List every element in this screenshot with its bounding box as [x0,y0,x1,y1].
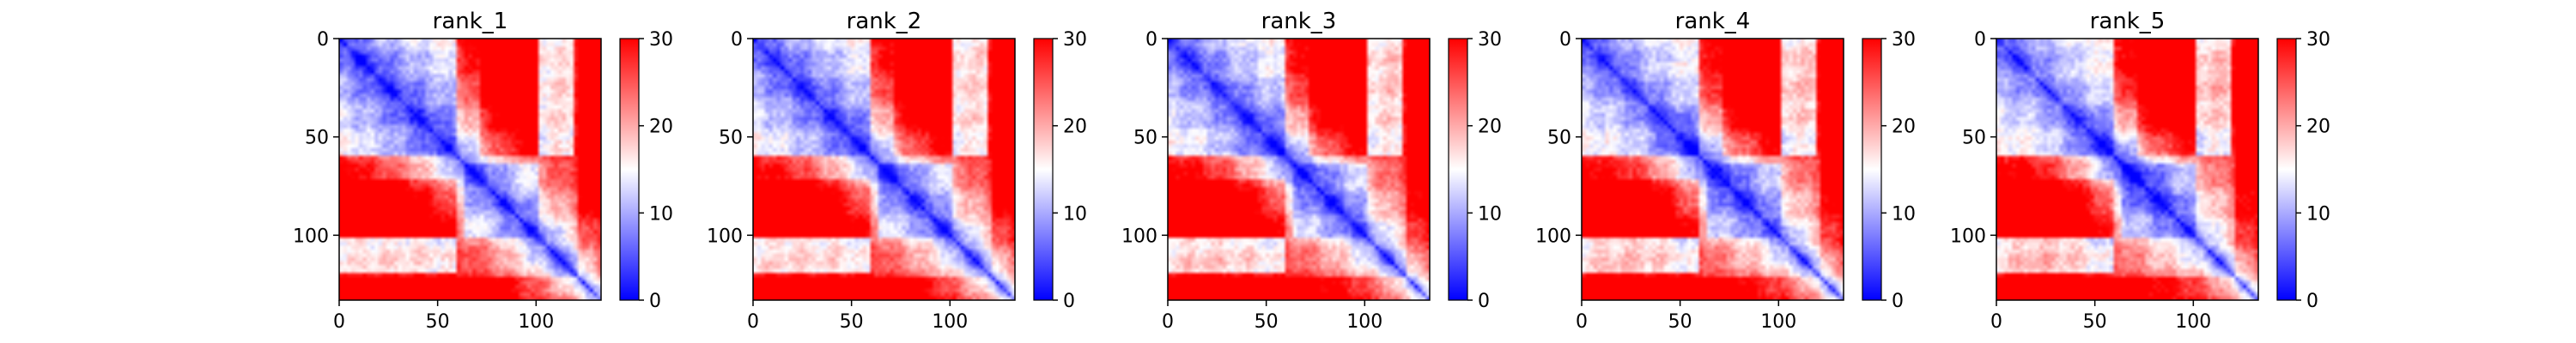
colorbar [1862,38,1882,301]
x-tick-label: 50 [840,311,864,333]
y-tick-label: 100 [1535,226,1571,247]
y-tick-label: 0 [731,29,743,51]
colorbar-tick-label: 0 [2306,291,2318,312]
panel-title: rank_3 [1261,9,1337,34]
x-tick-label: 0 [1162,311,1174,333]
axes-frame [1996,38,2259,301]
x-tick-label: 100 [518,311,554,333]
x-tick-label: 0 [333,311,345,333]
colorbar-tick-label: 10 [1063,203,1087,225]
heatmap-panel-3: rank_3 0 50 100 0 50 100 0 10 20 30 [1121,9,1502,333]
x-tick-label: 0 [1576,311,1588,333]
panel-title: rank_4 [1675,9,1751,34]
colorbar-tick-label: 30 [1478,29,1502,51]
colorbar [1448,38,1468,301]
heatmap-panel-1: rank_1 0 50 100 0 50 100 0 10 20 30 [293,9,673,333]
colorbar-tick-label: 30 [649,29,673,51]
y-tick-label: 0 [1974,29,1986,51]
y-tick-label: 0 [1145,29,1157,51]
colorbar-tick-label: 10 [1478,203,1502,225]
x-tick-label: 0 [1990,311,2002,333]
y-tick-label: 50 [1133,128,1157,149]
axes-frame [1167,38,1431,301]
colorbar-tick-label: 10 [1892,203,1916,225]
y-tick-label: 100 [1950,226,1986,247]
colorbar [2276,38,2297,301]
axes-frame [752,38,1016,301]
heatmap-image [339,39,601,300]
x-tick-label: 100 [1760,311,1796,333]
colorbar-tick-label: 20 [649,117,673,138]
heatmap-panel-2: rank_2 0 50 100 0 50 100 0 10 20 30 [707,9,1087,333]
colorbar-tick-label: 0 [1892,291,1904,312]
y-tick-label: 0 [1559,29,1571,51]
x-tick-label: 50 [2083,311,2107,333]
colorbar-tick-label: 20 [2306,117,2330,138]
axes-frame [1581,38,1844,301]
heatmap-panel-4: rank_4 0 50 100 0 50 100 0 10 20 30 [1535,9,1916,333]
x-tick-label: 100 [2175,311,2211,333]
heatmap-panel-5: rank_5 0 50 100 0 50 100 0 10 20 30 [1950,9,2330,333]
panel-title: rank_5 [2090,9,2166,34]
x-tick-label: 100 [932,311,968,333]
colorbar-tick-label: 30 [1892,29,1916,51]
y-tick-label: 0 [317,29,329,51]
colorbar-tick-label: 20 [1063,117,1087,138]
y-tick-label: 50 [1547,128,1571,149]
x-tick-label: 50 [1668,311,1692,333]
x-tick-label: 50 [426,311,450,333]
colorbar-tick-label: 0 [649,291,661,312]
panel-title: rank_1 [433,9,508,34]
y-tick-label: 100 [1121,226,1157,247]
y-tick-label: 100 [707,226,743,247]
axes-frame [338,38,602,301]
y-tick-label: 50 [719,128,743,149]
y-tick-label: 50 [1962,128,1986,149]
colorbar-tick-label: 30 [2306,29,2330,51]
y-tick-label: 100 [293,226,329,247]
heatmap-image [1168,39,1430,300]
colorbar-tick-label: 20 [1478,117,1502,138]
heatmap-image [753,39,1015,300]
colorbar-tick-label: 20 [1892,117,1916,138]
colorbar [619,38,640,301]
colorbar-tick-label: 10 [649,203,673,225]
x-tick-label: 0 [747,311,759,333]
colorbar-tick-label: 10 [2306,203,2330,225]
heatmap-image [1582,39,1844,300]
heatmap-image [1996,39,2258,300]
colorbar-tick-label: 0 [1063,291,1075,312]
colorbar-tick-label: 30 [1063,29,1087,51]
x-tick-label: 100 [1346,311,1382,333]
colorbar-tick-label: 0 [1478,291,1490,312]
y-tick-label: 50 [305,128,329,149]
colorbar [1033,38,1054,301]
x-tick-label: 50 [1255,311,1279,333]
panel-title: rank_2 [847,9,922,34]
